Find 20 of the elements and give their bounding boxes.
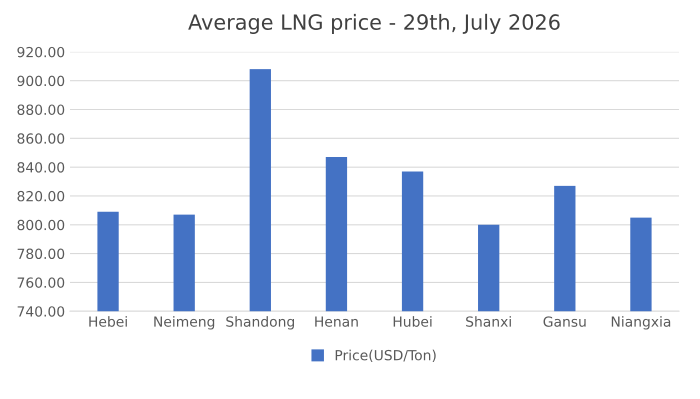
y-tick-label: 760.00: [18, 277, 64, 288]
y-tick-label: 860.00: [17, 133, 64, 144]
x-tick-label: Henan: [315, 316, 358, 327]
x-tick-label: Hebei: [89, 316, 127, 327]
x-tick-label: Niangxia: [612, 316, 670, 330]
y-tick-label: 740.00: [18, 306, 64, 317]
x-tick-label: Shandong: [226, 316, 294, 330]
y-tick-label: 840.00: [17, 162, 64, 173]
y-tick-label: 780.00: [18, 248, 64, 260]
x-tick-label: Hubei: [394, 316, 432, 327]
chart-title: Average LNG price - 29th, July 2026: [188, 14, 560, 34]
y-tick-label: 880.00: [17, 104, 64, 115]
x-tick-label: Shanxi: [466, 316, 511, 327]
y-tick-label: 900.00: [17, 76, 64, 86]
y-tick-label: 920.00: [17, 46, 64, 58]
x-tick-label: Neimeng: [154, 316, 214, 330]
x-tick-label: Gansu: [544, 316, 586, 327]
y-tick-label: 820.00: [17, 190, 64, 202]
y-tick-label: 800.00: [17, 220, 64, 230]
legend-label: Price(USD/Ton): [336, 350, 436, 362]
